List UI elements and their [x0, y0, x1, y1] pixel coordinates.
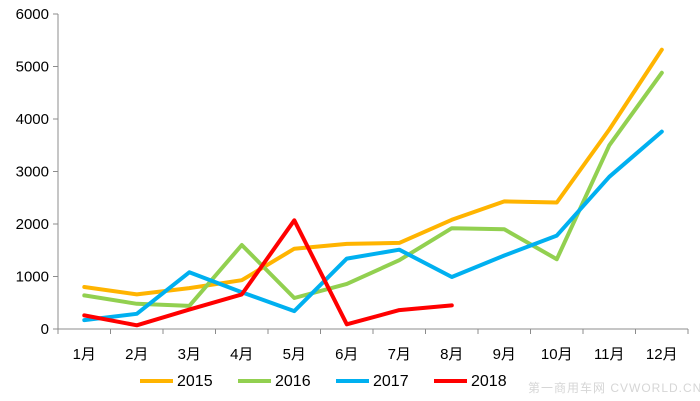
y-tick-label: 6000	[16, 6, 49, 23]
series-lines	[82, 47, 664, 328]
legend-label-2015: 2015	[177, 373, 213, 390]
legend-label-2018: 2018	[471, 373, 507, 390]
x-tick-label: 3月	[178, 346, 201, 363]
y-axis-ticks: 0 1000 2000 3000 4000 5000 6000	[16, 6, 58, 338]
x-tick-label: 7月	[388, 346, 411, 363]
x-tick-label: 12月	[646, 346, 678, 363]
x-tick-label: 5月	[283, 346, 306, 363]
legend-label-2017: 2017	[373, 373, 409, 390]
chart-axes	[57, 14, 688, 330]
y-tick-label: 0	[41, 321, 49, 338]
y-tick-label: 2000	[16, 216, 49, 233]
x-tick-label: 11月	[594, 346, 625, 363]
x-tick-label: 9月	[493, 346, 516, 363]
series-line-2015	[82, 47, 664, 297]
series-line-2016	[82, 70, 664, 308]
x-tick-label: 8月	[440, 346, 463, 363]
x-tick-label: 10月	[541, 346, 573, 363]
watermark-text: 第一商用车网 CVWORLD.CN	[528, 380, 700, 395]
legend: 2015 2016 2017 2018	[140, 373, 507, 390]
y-tick-label: 4000	[16, 111, 49, 128]
x-tick-label: 1月	[73, 346, 96, 363]
y-tick-label: 3000	[16, 164, 49, 181]
legend-label-2016: 2016	[275, 373, 311, 390]
y-tick-label: 1000	[16, 269, 49, 286]
y-tick-label: 5000	[16, 59, 49, 76]
x-tick-label: 2月	[125, 346, 148, 363]
series-line-2017	[82, 129, 664, 323]
series-line-2018	[82, 218, 454, 328]
x-tick-label: 4月	[230, 346, 253, 363]
x-tick-label: 6月	[335, 346, 358, 363]
x-axis-ticks: 1月 2月 3月 4月 5月 6月 7月 8月 9月 10月 11月 12月	[57, 329, 689, 363]
